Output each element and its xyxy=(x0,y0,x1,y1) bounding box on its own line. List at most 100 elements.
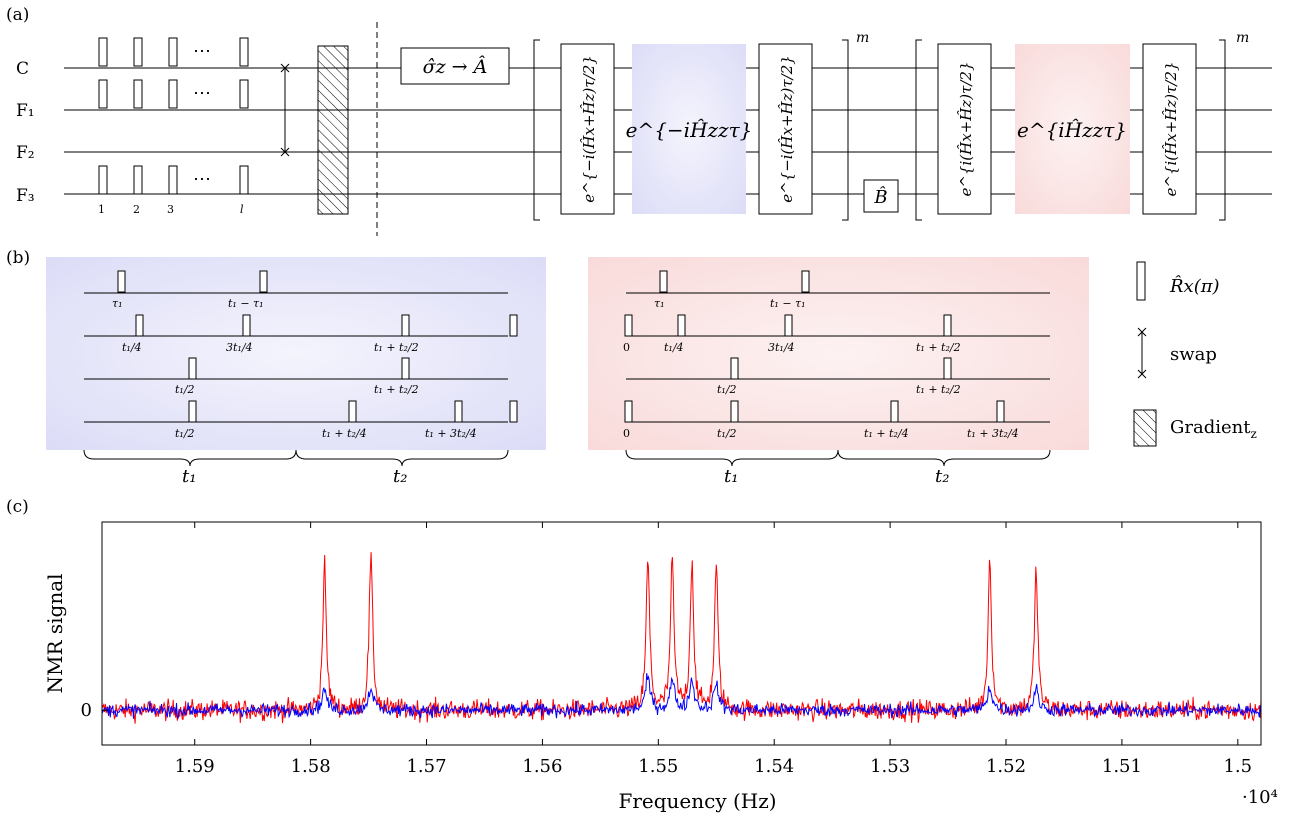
bracket-right-1 xyxy=(842,39,849,221)
qubit-label-f3: F₃ xyxy=(16,186,35,206)
zz-neg-label: e^{−iĤzzτ} xyxy=(626,118,753,142)
sigma-to-a-box xyxy=(400,47,510,85)
x-tick-label-7: 1.52 xyxy=(986,756,1026,777)
panel-c: (c) 1.59 1.58 1.57 1.56 1.55 1.54 1.53 1.52 1.51… xyxy=(6,497,1278,813)
rot-xz-pos-box-1 xyxy=(937,43,992,215)
left-label-t1-2-r4: t₁/2 xyxy=(175,427,195,440)
x-axis-multiplier: ·10⁴ xyxy=(1242,787,1278,808)
qubit-label-c: C xyxy=(16,59,29,79)
pulse-index-l: l xyxy=(240,203,244,216)
repeat-m-2: m xyxy=(1236,30,1249,46)
pulse-index-1: 1 xyxy=(98,203,105,216)
rot-xz-pos-label-1: e^{i(Ĥx+Ĥz)τ/2} xyxy=(957,61,975,196)
bracket-left-2 xyxy=(915,39,922,221)
panel-c-label: (c) xyxy=(6,497,29,517)
left-brace-t2 xyxy=(295,449,509,467)
bracket-left-1 xyxy=(533,39,540,221)
swap-gate xyxy=(280,63,290,157)
left-label-t1-4: t₁/4 xyxy=(122,341,142,354)
b-label: B̂ xyxy=(873,186,887,208)
x-tick-label-3: 1.56 xyxy=(522,756,562,777)
legend-swap-icon xyxy=(1137,327,1147,379)
rot-xz-neg-box-2 xyxy=(758,43,813,215)
dots-row-c: ⋯ xyxy=(193,41,211,62)
left-brace-t1-label: t₁ xyxy=(182,466,196,487)
legend-gradient-label: Gradient xyxy=(1170,417,1251,438)
zz-pos-block xyxy=(1015,44,1130,214)
panel-b: (b) τ₁ t₁ − τ₁ t₁/4 3t₁/4 t₁ + t₂/2 t₁/2… xyxy=(6,248,1257,487)
right-label-t1-4: t₁/4 xyxy=(664,341,684,354)
pulse-sequence-red-bg xyxy=(588,257,1089,450)
left-label-tau1: τ₁ xyxy=(112,297,123,310)
right-label-t1-minus-tau1: t₁ − τ₁ xyxy=(770,297,806,310)
repeat-m-1: m xyxy=(856,30,869,46)
pulse-index-3: 3 xyxy=(167,203,174,216)
left-pulses xyxy=(117,270,518,423)
right-label-zero-r4: 0 xyxy=(623,427,630,440)
right-brace-t2-label: t₂ xyxy=(935,466,949,487)
right-brace-t2 xyxy=(837,449,1051,467)
panel-a: (a) C F₁ F₂ F₃ ⋯ ⋯ xyxy=(6,5,1272,236)
rot-xz-pos-label-2: e^{i(Ĥx+Ĥz)τ/2} xyxy=(1162,61,1180,196)
pulses-row-f1 xyxy=(98,79,249,109)
gradient-block xyxy=(317,45,349,215)
rot-xz-neg-label-1: e^{−i(Ĥx+Ĥz)τ/2} xyxy=(580,55,598,203)
right-label-tau1: τ₁ xyxy=(654,297,665,310)
pulses-row-c xyxy=(98,37,249,67)
x-tick-label-6: 1.53 xyxy=(870,756,910,777)
right-label-t1-t2-2-r3: t₁ + t₂/2 xyxy=(916,383,961,396)
legend: R̂x(π) swap Gradientz xyxy=(1133,261,1257,447)
left-brace-t1 xyxy=(83,449,297,467)
x-tick-label-2: 1.57 xyxy=(406,756,446,777)
y-tick-label-0: 0 xyxy=(81,700,92,721)
pulse-index-2: 2 xyxy=(133,203,140,216)
zz-pos-label: e^{iĤzzτ} xyxy=(1017,118,1127,142)
right-label-t1-2-r3: t₁/2 xyxy=(717,383,737,396)
right-label-t1-t2-4: t₁ + t₂/4 xyxy=(864,427,909,440)
bracket-right-2 xyxy=(1219,39,1226,221)
left-label-t1-3t2-4: t₁ + 3t₂/4 xyxy=(425,427,477,440)
left-label-3t1-4: 3t₁/4 xyxy=(226,341,253,354)
x-tick-label-9: 1.5 xyxy=(1223,756,1252,777)
left-label-t1-t2-2-r3: t₁ + t₂/2 xyxy=(374,383,419,396)
rot-xz-pos-box-2 xyxy=(1142,43,1197,215)
panel-a-label: (a) xyxy=(6,5,29,25)
right-label-t1-t2-2-r2: t₁ + t₂/2 xyxy=(916,341,961,354)
right-label-zero-r2: 0 xyxy=(623,341,630,354)
svg-text:Gradientz: Gradientz xyxy=(1170,417,1257,441)
zz-neg-block xyxy=(632,44,746,214)
panel-b-label: (b) xyxy=(6,248,30,268)
x-tick-label-8: 1.51 xyxy=(1102,756,1142,777)
x-tick-label-1: 1.58 xyxy=(291,756,331,777)
rot-xz-neg-label-2: e^{−i(Ĥx+Ĥz)τ/2} xyxy=(778,55,796,203)
b-box xyxy=(863,179,899,213)
rot-xz-neg-box-1 xyxy=(560,43,615,215)
series-line-0 xyxy=(101,552,1262,724)
x-tick-label-0: 1.59 xyxy=(175,756,215,777)
legend-swap-label: swap xyxy=(1170,344,1217,365)
left-label-t1-t2-2-r2: t₁ + t₂/2 xyxy=(374,341,419,354)
dots-row-f1: ⋯ xyxy=(193,83,211,104)
pulses-row-f3 xyxy=(98,165,249,195)
x-axis-label: Frequency (Hz) xyxy=(618,789,776,813)
right-brace-t1 xyxy=(625,449,839,467)
left-label-t1-t2-4: t₁ + t₂/4 xyxy=(322,427,367,440)
legend-rx-label: R̂x(π) xyxy=(1169,275,1220,297)
nmr-spectrum-chart: 1.59 1.58 1.57 1.56 1.55 1.54 1.53 1.52 1.51 1.5 0… xyxy=(43,521,1278,813)
qubit-label-f1: F₁ xyxy=(16,101,35,121)
right-label-t1-3t2-4: t₁ + 3t₂/4 xyxy=(967,427,1019,440)
right-brace-t1-label: t₁ xyxy=(724,466,738,487)
left-label-t1-2-r3: t₁/2 xyxy=(175,383,195,396)
y-axis-label: NMR signal xyxy=(43,573,67,693)
qubit-label-f2: F₂ xyxy=(16,143,35,163)
right-label-t1-2-r4: t₁/2 xyxy=(717,427,737,440)
right-pulses xyxy=(624,270,1005,423)
series-line-1 xyxy=(101,673,1262,719)
plot-frame xyxy=(101,521,1262,746)
right-label-3t1-4: 3t₁/4 xyxy=(768,341,795,354)
sigma-to-a-label: σ̂z → Â xyxy=(423,55,488,78)
legend-rx-pulse xyxy=(1136,261,1146,301)
left-label-t1-minus-tau1: t₁ − τ₁ xyxy=(228,297,264,310)
left-brace-t2-label: t₂ xyxy=(393,466,407,487)
